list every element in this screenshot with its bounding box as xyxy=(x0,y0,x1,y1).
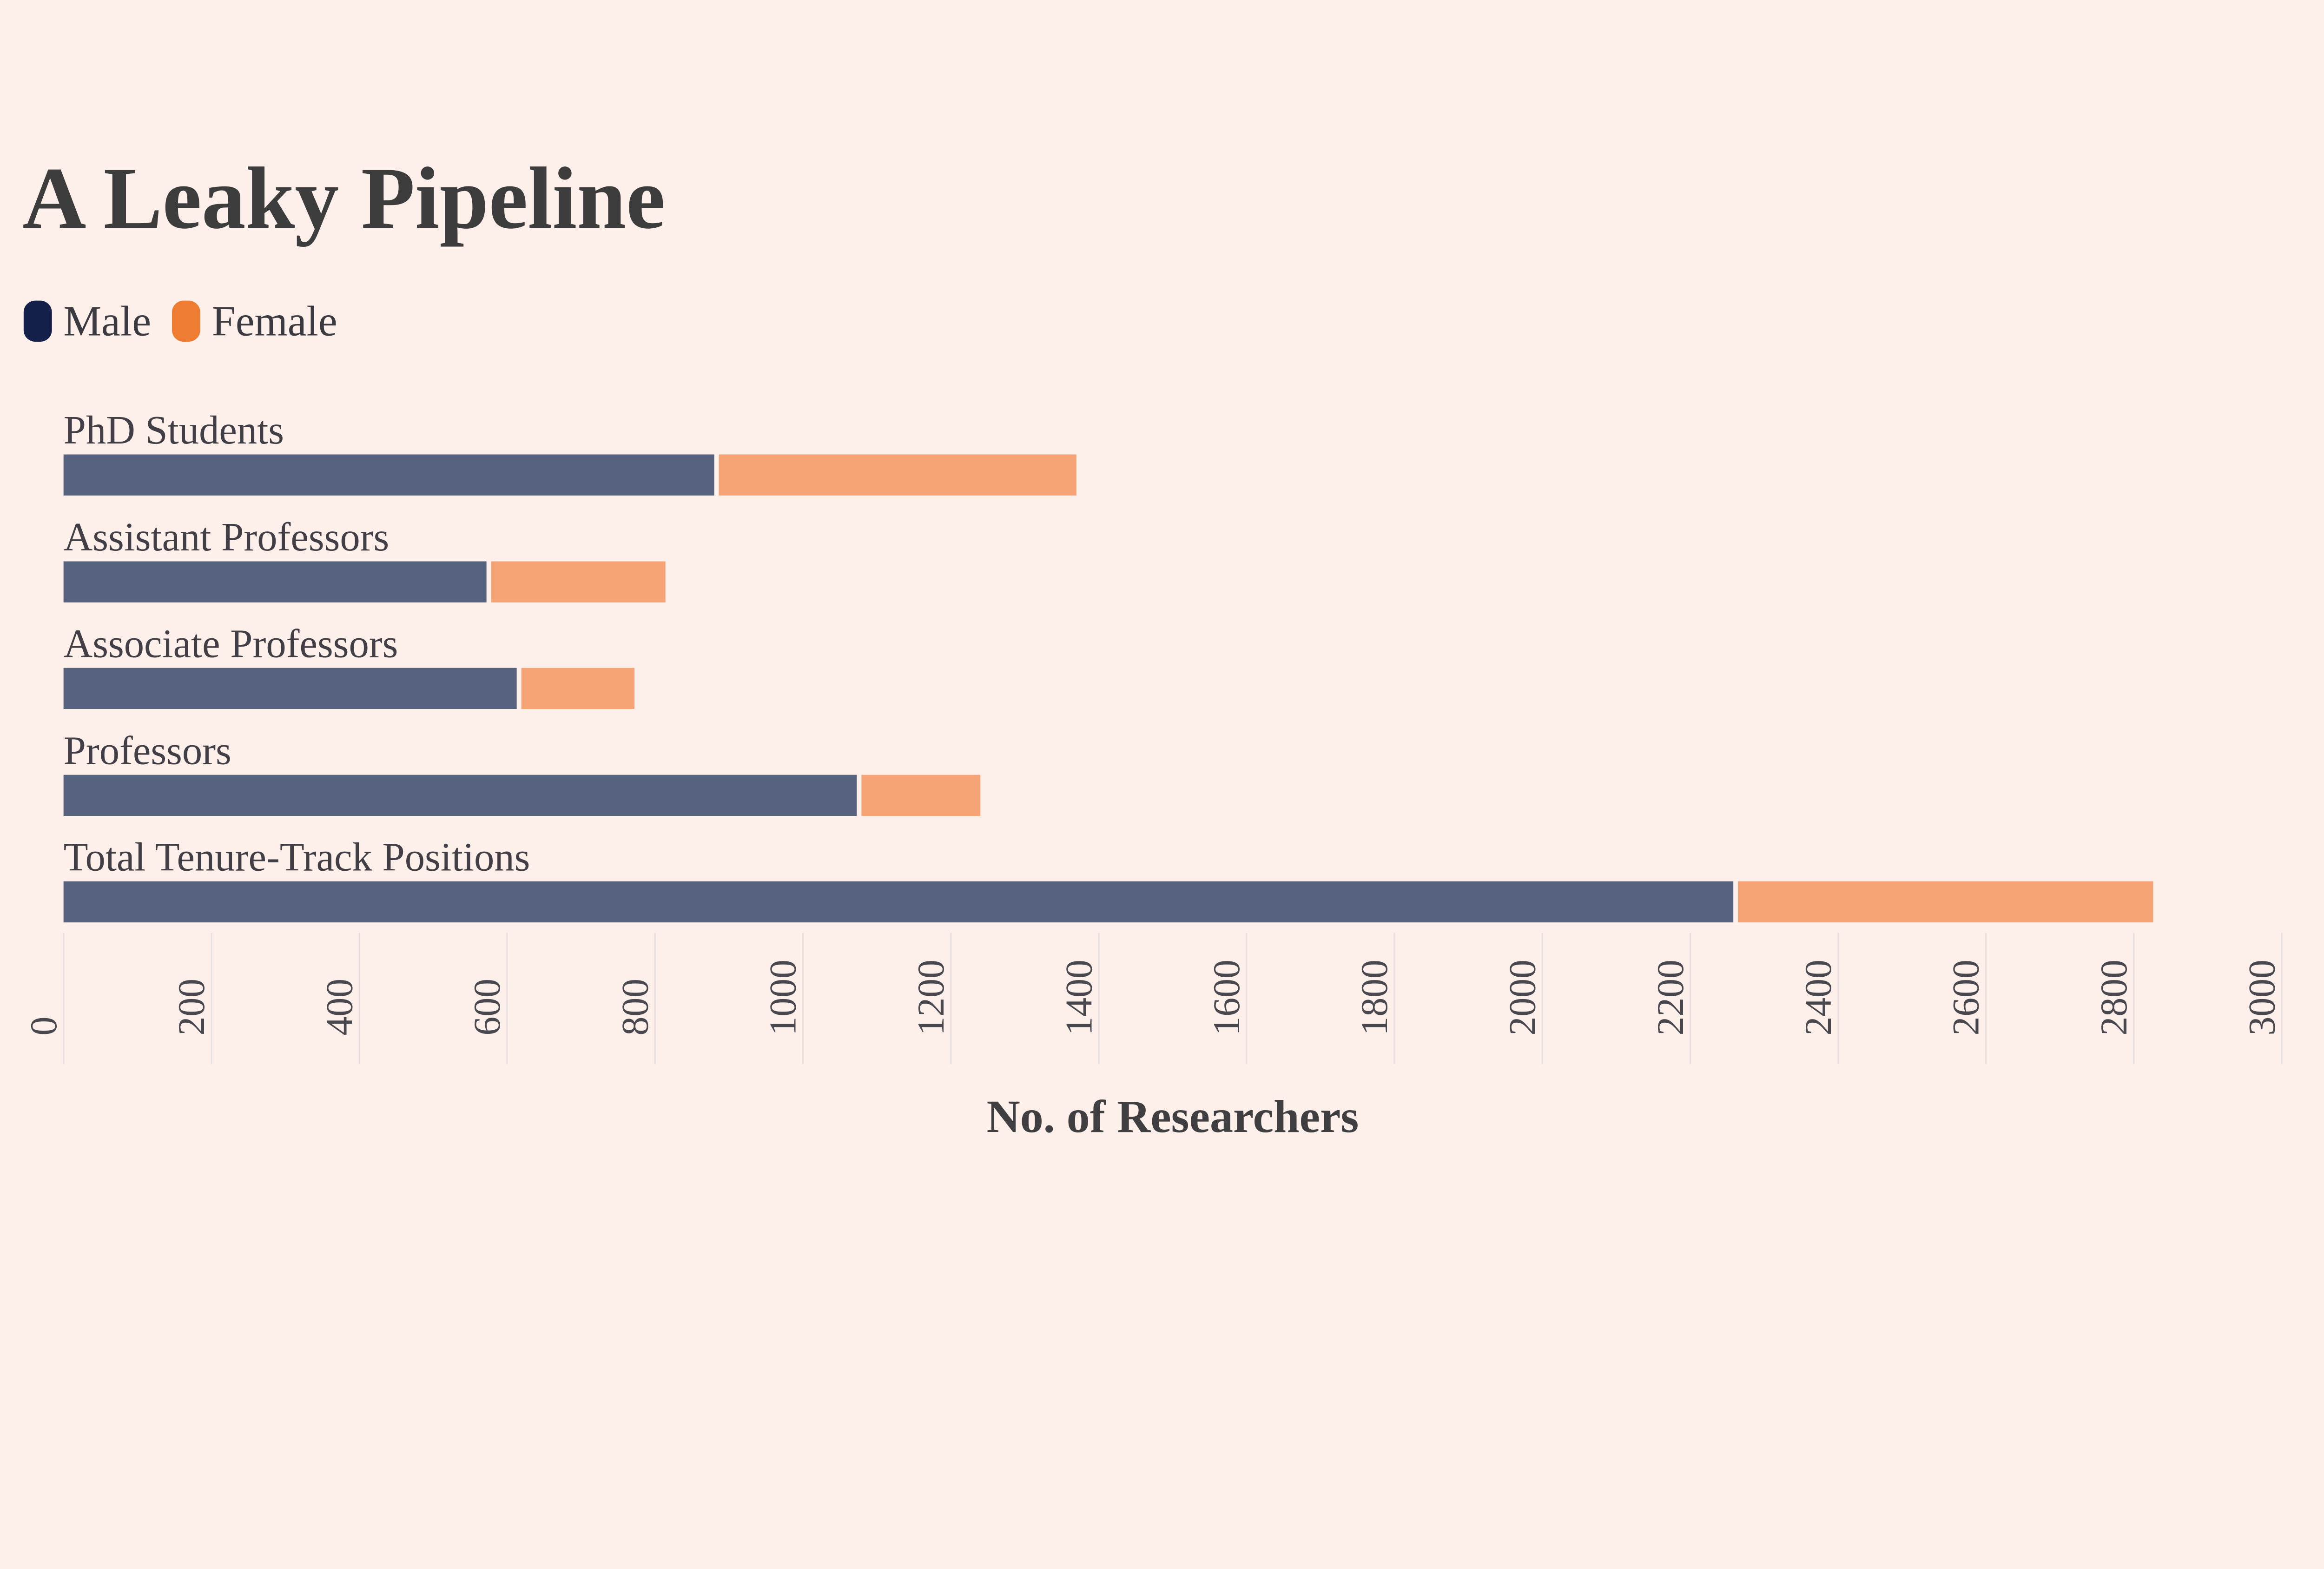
legend-label-female: Female xyxy=(211,298,337,345)
x-gridline xyxy=(358,933,360,1064)
x-tick-label: 2400 xyxy=(1797,960,1840,1036)
x-tick-label: 800 xyxy=(614,979,656,1036)
x-gridline xyxy=(802,933,804,1064)
bar-segment-female xyxy=(861,775,981,816)
x-tick-label: 200 xyxy=(171,979,213,1036)
x-gridline xyxy=(1541,933,1543,1064)
legend-item-male: Male xyxy=(23,298,152,345)
x-tick-label: 400 xyxy=(318,979,361,1036)
bar-segment-female xyxy=(521,668,634,709)
bar-row-label: Professors xyxy=(63,728,231,773)
bar-row-label: Assistant Professors xyxy=(63,515,390,559)
bar-row-label: Total Tenure-Track Positions xyxy=(63,834,530,880)
legend: Male Female xyxy=(23,298,337,345)
x-tick-label: 1600 xyxy=(1206,960,1248,1036)
legend-label-male: Male xyxy=(63,298,152,345)
bar-segment-male xyxy=(63,454,714,496)
bar-segment-male xyxy=(63,561,487,602)
chart-canvas: A Leaky Pipeline Male Female PhD Student… xyxy=(0,149,2324,1142)
legend-swatch-male-icon xyxy=(23,300,52,342)
x-gridline xyxy=(1837,933,1839,1064)
x-tick-label: 2800 xyxy=(2093,960,2135,1036)
x-gridline xyxy=(2133,933,2135,1064)
x-gridline xyxy=(1393,933,1395,1064)
legend-swatch-female-icon xyxy=(172,300,200,342)
x-gridline xyxy=(1098,933,1100,1064)
x-tick-label: 2000 xyxy=(1501,960,1544,1036)
x-gridline xyxy=(1689,933,1691,1064)
x-gridline xyxy=(2281,933,2283,1064)
x-gridline xyxy=(950,933,952,1064)
bar-segment-male xyxy=(63,775,857,816)
x-gridline xyxy=(1246,933,1248,1064)
x-tick-label: 600 xyxy=(466,979,508,1036)
x-tick-label: 3000 xyxy=(2241,960,2283,1036)
x-tick-label: 1800 xyxy=(1353,960,1396,1036)
bar-segment-female xyxy=(719,454,1077,496)
bar-segment-female xyxy=(1737,881,2153,923)
x-tick-label: 1400 xyxy=(1058,960,1100,1036)
x-gridline xyxy=(211,933,212,1064)
x-axis-title: No. of Researchers xyxy=(986,1090,1359,1142)
x-tick-label: 2600 xyxy=(1945,960,1987,1036)
x-gridline xyxy=(63,933,65,1064)
bar-segment-male xyxy=(63,881,1733,923)
x-tick-label: 1000 xyxy=(762,960,804,1036)
x-gridline xyxy=(1985,933,1987,1064)
fit-wrapper: A Leaky Pipeline Male Female PhD Student… xyxy=(22,154,2283,1140)
bar-segment-female xyxy=(491,561,666,602)
bar-row-label: PhD Students xyxy=(63,408,284,453)
bar-segment-male xyxy=(63,668,517,709)
x-tick-label: 0 xyxy=(23,1016,65,1036)
chart-title: A Leaky Pipeline xyxy=(22,149,666,247)
x-tick-label: 1200 xyxy=(910,960,952,1036)
bar-row-label: Associate Professors xyxy=(63,621,398,666)
x-axis: 0 200 400 600 800 1000 1200 1400 1600 1800 2000 220… xyxy=(0,933,2324,1064)
x-gridline xyxy=(506,933,508,1064)
x-tick-label: 2200 xyxy=(1649,960,1691,1036)
x-gridline xyxy=(654,933,656,1064)
legend-item-female: Female xyxy=(172,300,337,343)
